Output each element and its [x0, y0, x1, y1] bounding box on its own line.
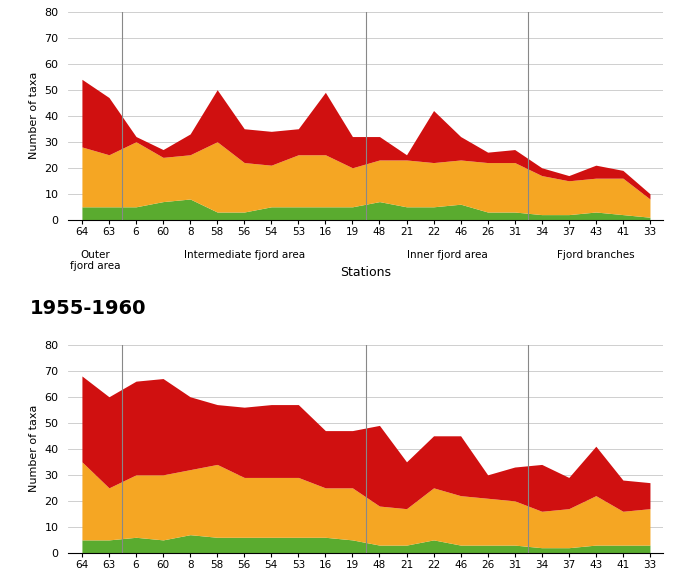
Text: Intermediate fjord area: Intermediate fjord area [184, 250, 305, 260]
Text: Outer
fjord area: Outer fjord area [70, 250, 120, 271]
Y-axis label: Number of taxa: Number of taxa [29, 72, 39, 159]
Text: 1955-1960: 1955-1960 [29, 299, 146, 318]
Text: Fjord branches: Fjord branches [557, 250, 635, 260]
Y-axis label: Number of taxa: Number of taxa [29, 405, 39, 492]
Text: Stations: Stations [341, 265, 391, 279]
Text: Inner fjord area: Inner fjord area [407, 250, 488, 260]
